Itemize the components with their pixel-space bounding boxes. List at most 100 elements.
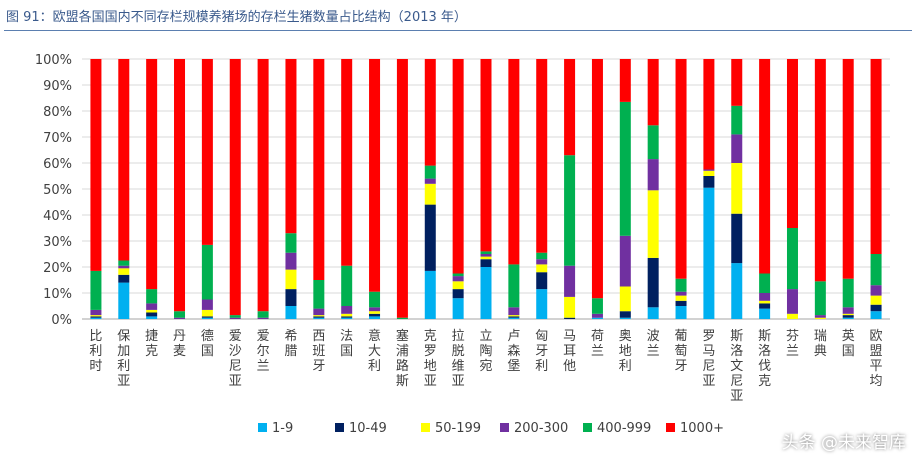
bar-segment-50-199 (118, 268, 130, 275)
x-category-label: 英国 (842, 329, 855, 359)
bar-segment-50-199 (480, 256, 492, 260)
bar-segment-1000+ (675, 59, 687, 279)
legend-swatch-50-199 (421, 423, 430, 432)
bar-segment-1-9 (118, 282, 130, 319)
bar-segment-50-199 (814, 317, 826, 319)
bar-segment-1-9 (424, 270, 436, 319)
bar-segment-200-300 (257, 317, 269, 319)
bar-segment-400-999 (452, 273, 464, 277)
bar-segment-1000+ (619, 59, 631, 102)
bar-segment-10-49 (759, 303, 771, 309)
legend-swatch-10-49 (335, 423, 344, 432)
bar-segment-200-300 (341, 306, 353, 314)
bar-segment-10-49 (564, 317, 576, 319)
title-divider (4, 30, 912, 31)
bar-segment-10-49 (619, 311, 631, 318)
y-tick-label: 30% (43, 235, 72, 250)
y-tick-label: 70% (43, 131, 72, 146)
bar-segment-1-9 (90, 317, 102, 319)
bar-segment-1000+ (591, 59, 603, 299)
bar-segment-50-199 (647, 190, 659, 258)
bar-segment-50-199 (786, 313, 798, 319)
bar-segment-10-49 (369, 313, 381, 317)
bar-segment-200-300 (870, 285, 882, 296)
y-tick-label: 100% (35, 53, 72, 68)
x-category-label: 匈牙利 (535, 329, 548, 374)
x-category-label: 比利时 (89, 329, 102, 374)
bar-segment-1000+ (229, 59, 241, 316)
bar-segment-1000+ (396, 59, 408, 318)
bar-segment-400-999 (564, 155, 576, 266)
watermark: 头条 @未来智库 (781, 433, 906, 453)
bar-segment-10-49 (118, 274, 130, 283)
bar-segment-10-49 (341, 316, 353, 318)
bar-segment-1000+ (647, 59, 659, 126)
bar-segment-1-9 (313, 317, 325, 319)
bar-segment-1-9 (870, 311, 882, 319)
bar-segment-10-49 (675, 300, 687, 306)
bar-segment-50-199 (369, 311, 381, 314)
bar-segment-10-49 (90, 316, 102, 318)
bar-segment-400-999 (341, 265, 353, 306)
bar-segment-1000+ (118, 59, 130, 261)
x-category-label: 意大利 (368, 328, 381, 374)
bar-segment-50-199 (424, 183, 436, 205)
bar-segment-1-9 (508, 317, 520, 319)
bar-segment-1000+ (146, 59, 158, 290)
bar-segment-1000+ (257, 59, 269, 312)
bar-segment-400-999 (424, 165, 436, 179)
x-category-label: 克罗地亚 (424, 329, 437, 389)
bar-segment-10-49 (842, 315, 854, 318)
bar-segment-200-300 (536, 259, 548, 265)
bar-segment-1000+ (842, 59, 854, 279)
bar-segment-200-300 (703, 169, 715, 171)
legend-label-1000+: 1000+ (680, 421, 724, 436)
bar-segment-1000+ (759, 59, 771, 274)
bar-segment-10-49 (313, 316, 325, 318)
bar-segment-400-999 (229, 315, 241, 318)
bar-segment-400-999 (118, 260, 130, 266)
bar-segment-10-49 (731, 213, 743, 264)
bar-segment-200-300 (174, 317, 186, 319)
x-category-label: 拉脱维亚 (452, 329, 465, 389)
x-category-label: 捷克 (145, 329, 158, 359)
bar-segment-50-199 (536, 264, 548, 273)
bar-segment-400-999 (759, 273, 771, 293)
y-tick-label: 20% (43, 261, 72, 276)
bar-segment-50-199 (452, 281, 464, 290)
x-category-label: 塞浦路斯 (396, 328, 409, 389)
bar-segment-400-999 (257, 311, 269, 318)
x-category-label: 希腊 (284, 329, 297, 359)
bar-segment-200-300 (647, 159, 659, 191)
bar-segment-1000+ (731, 59, 743, 106)
y-tick-label: 90% (43, 79, 72, 94)
y-tick-label: 40% (43, 209, 72, 224)
bar-segment-200-300 (90, 309, 102, 316)
bar-segment-200-300 (842, 307, 854, 314)
legend-label-200-300: 200-300 (514, 421, 568, 436)
bar-segment-400-999 (146, 289, 158, 304)
bar-segment-1000+ (564, 59, 576, 156)
bar-segment-50-199 (90, 315, 102, 317)
bar-segment-200-300 (564, 265, 576, 297)
bar-segment-50-199 (675, 295, 687, 301)
bar-segment-1000+ (786, 59, 798, 228)
x-category-label: 斯洛伐克 (758, 329, 771, 389)
bar-segment-400-999 (174, 311, 186, 318)
x-category-label: 奥地利 (619, 329, 632, 374)
bar-segment-50-199 (146, 309, 158, 313)
bar-segment-400-999 (536, 252, 548, 260)
bar-segment-400-999 (369, 291, 381, 308)
legend-swatch-1000+ (666, 423, 675, 432)
legend-label-1-9: 1-9 (272, 421, 293, 436)
bar-segment-50-199 (341, 313, 353, 317)
bar-segment-1000+ (536, 59, 548, 253)
bar-segment-50-199 (564, 296, 576, 318)
bar-segment-200-300 (508, 307, 520, 316)
bar-segment-1-9 (369, 316, 381, 319)
x-category-label: 瑞典 (814, 329, 827, 359)
x-category-label: 荷兰 (591, 329, 604, 359)
y-tick-label: 0% (51, 313, 72, 328)
bar-segment-200-300 (369, 307, 381, 312)
